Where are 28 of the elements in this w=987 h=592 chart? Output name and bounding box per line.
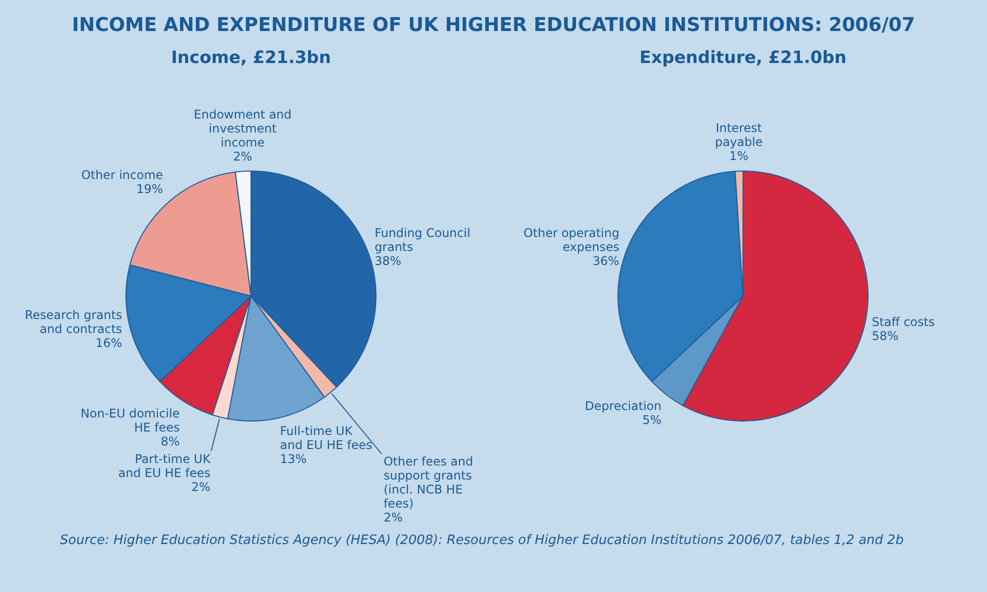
data-label: 5%	[642, 413, 662, 428]
data-label: 2%	[384, 510, 403, 524]
data-label: 36%	[592, 254, 620, 268]
data-label: 38%	[374, 254, 402, 268]
slice-label: Non-EU domicile HE fees	[80, 406, 180, 434]
data-label: 16%	[96, 336, 122, 350]
source-note: Source: Higher Education Statistics Agency (HESA) (2008): Resources of Higher Education Institutions 2006/07, tables 1,2 and 2b	[59, 532, 905, 548]
data-label: 58%	[872, 329, 898, 344]
data-label: 8%	[160, 434, 180, 448]
text: INCOME AND EXPENDITURE OF UK HIGHER EDUCATION INSTITUTIONS: 2006/07	[70, 13, 916, 38]
slice-label: Other fees and support grants (incl. NCB HE fees)	[384, 454, 474, 510]
data-label: 13%	[280, 452, 307, 466]
chart-title: Income, £21.3bn	[171, 48, 332, 68]
slice-label: Interest payable	[714, 121, 762, 150]
data-label: 2%	[233, 149, 252, 164]
slice-label: Other operating expenses	[523, 226, 620, 254]
chart-title: Expenditure, £21.0bn	[639, 48, 846, 68]
slice-label: Staff costs	[872, 315, 934, 330]
slice-label: Depreciation	[584, 399, 662, 414]
slice-label: Funding Council grants	[374, 226, 471, 254]
slice-label: Other income	[81, 168, 164, 182]
data-label: 19%	[136, 182, 164, 196]
slice-label: Endowment and investment income	[194, 107, 292, 150]
slice-label: Full-time UK and EU HE fees	[280, 424, 372, 452]
slice-label: Part-time UK and EU HE fees	[118, 452, 212, 480]
slice-label: Research grants and contracts	[25, 308, 122, 336]
data-label: 1%	[729, 149, 748, 164]
data-label: 2%	[192, 480, 211, 494]
